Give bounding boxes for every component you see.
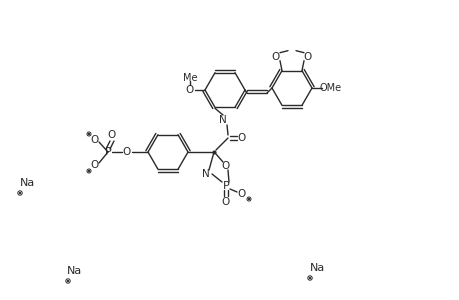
Text: Me: Me	[182, 73, 197, 83]
Text: O: O	[108, 130, 116, 140]
Text: N: N	[202, 169, 209, 179]
Text: Na: Na	[67, 266, 83, 276]
Circle shape	[67, 280, 68, 281]
Text: O: O	[237, 189, 246, 199]
Text: O: O	[123, 147, 131, 157]
Text: P: P	[104, 147, 111, 157]
Text: O: O	[91, 160, 99, 170]
Text: Na: Na	[310, 263, 325, 273]
Circle shape	[88, 170, 90, 172]
Text: Na: Na	[20, 178, 35, 188]
Text: N: N	[218, 115, 226, 125]
Text: O: O	[91, 135, 99, 145]
Text: O: O	[271, 52, 280, 62]
Text: OMe: OMe	[319, 83, 341, 93]
Circle shape	[248, 199, 249, 200]
Text: O: O	[237, 133, 246, 143]
Text: P: P	[222, 181, 229, 191]
Text: O: O	[185, 85, 194, 95]
Circle shape	[19, 193, 21, 194]
Text: O: O	[221, 197, 230, 207]
Text: O: O	[221, 161, 230, 171]
Text: O: O	[303, 52, 312, 62]
